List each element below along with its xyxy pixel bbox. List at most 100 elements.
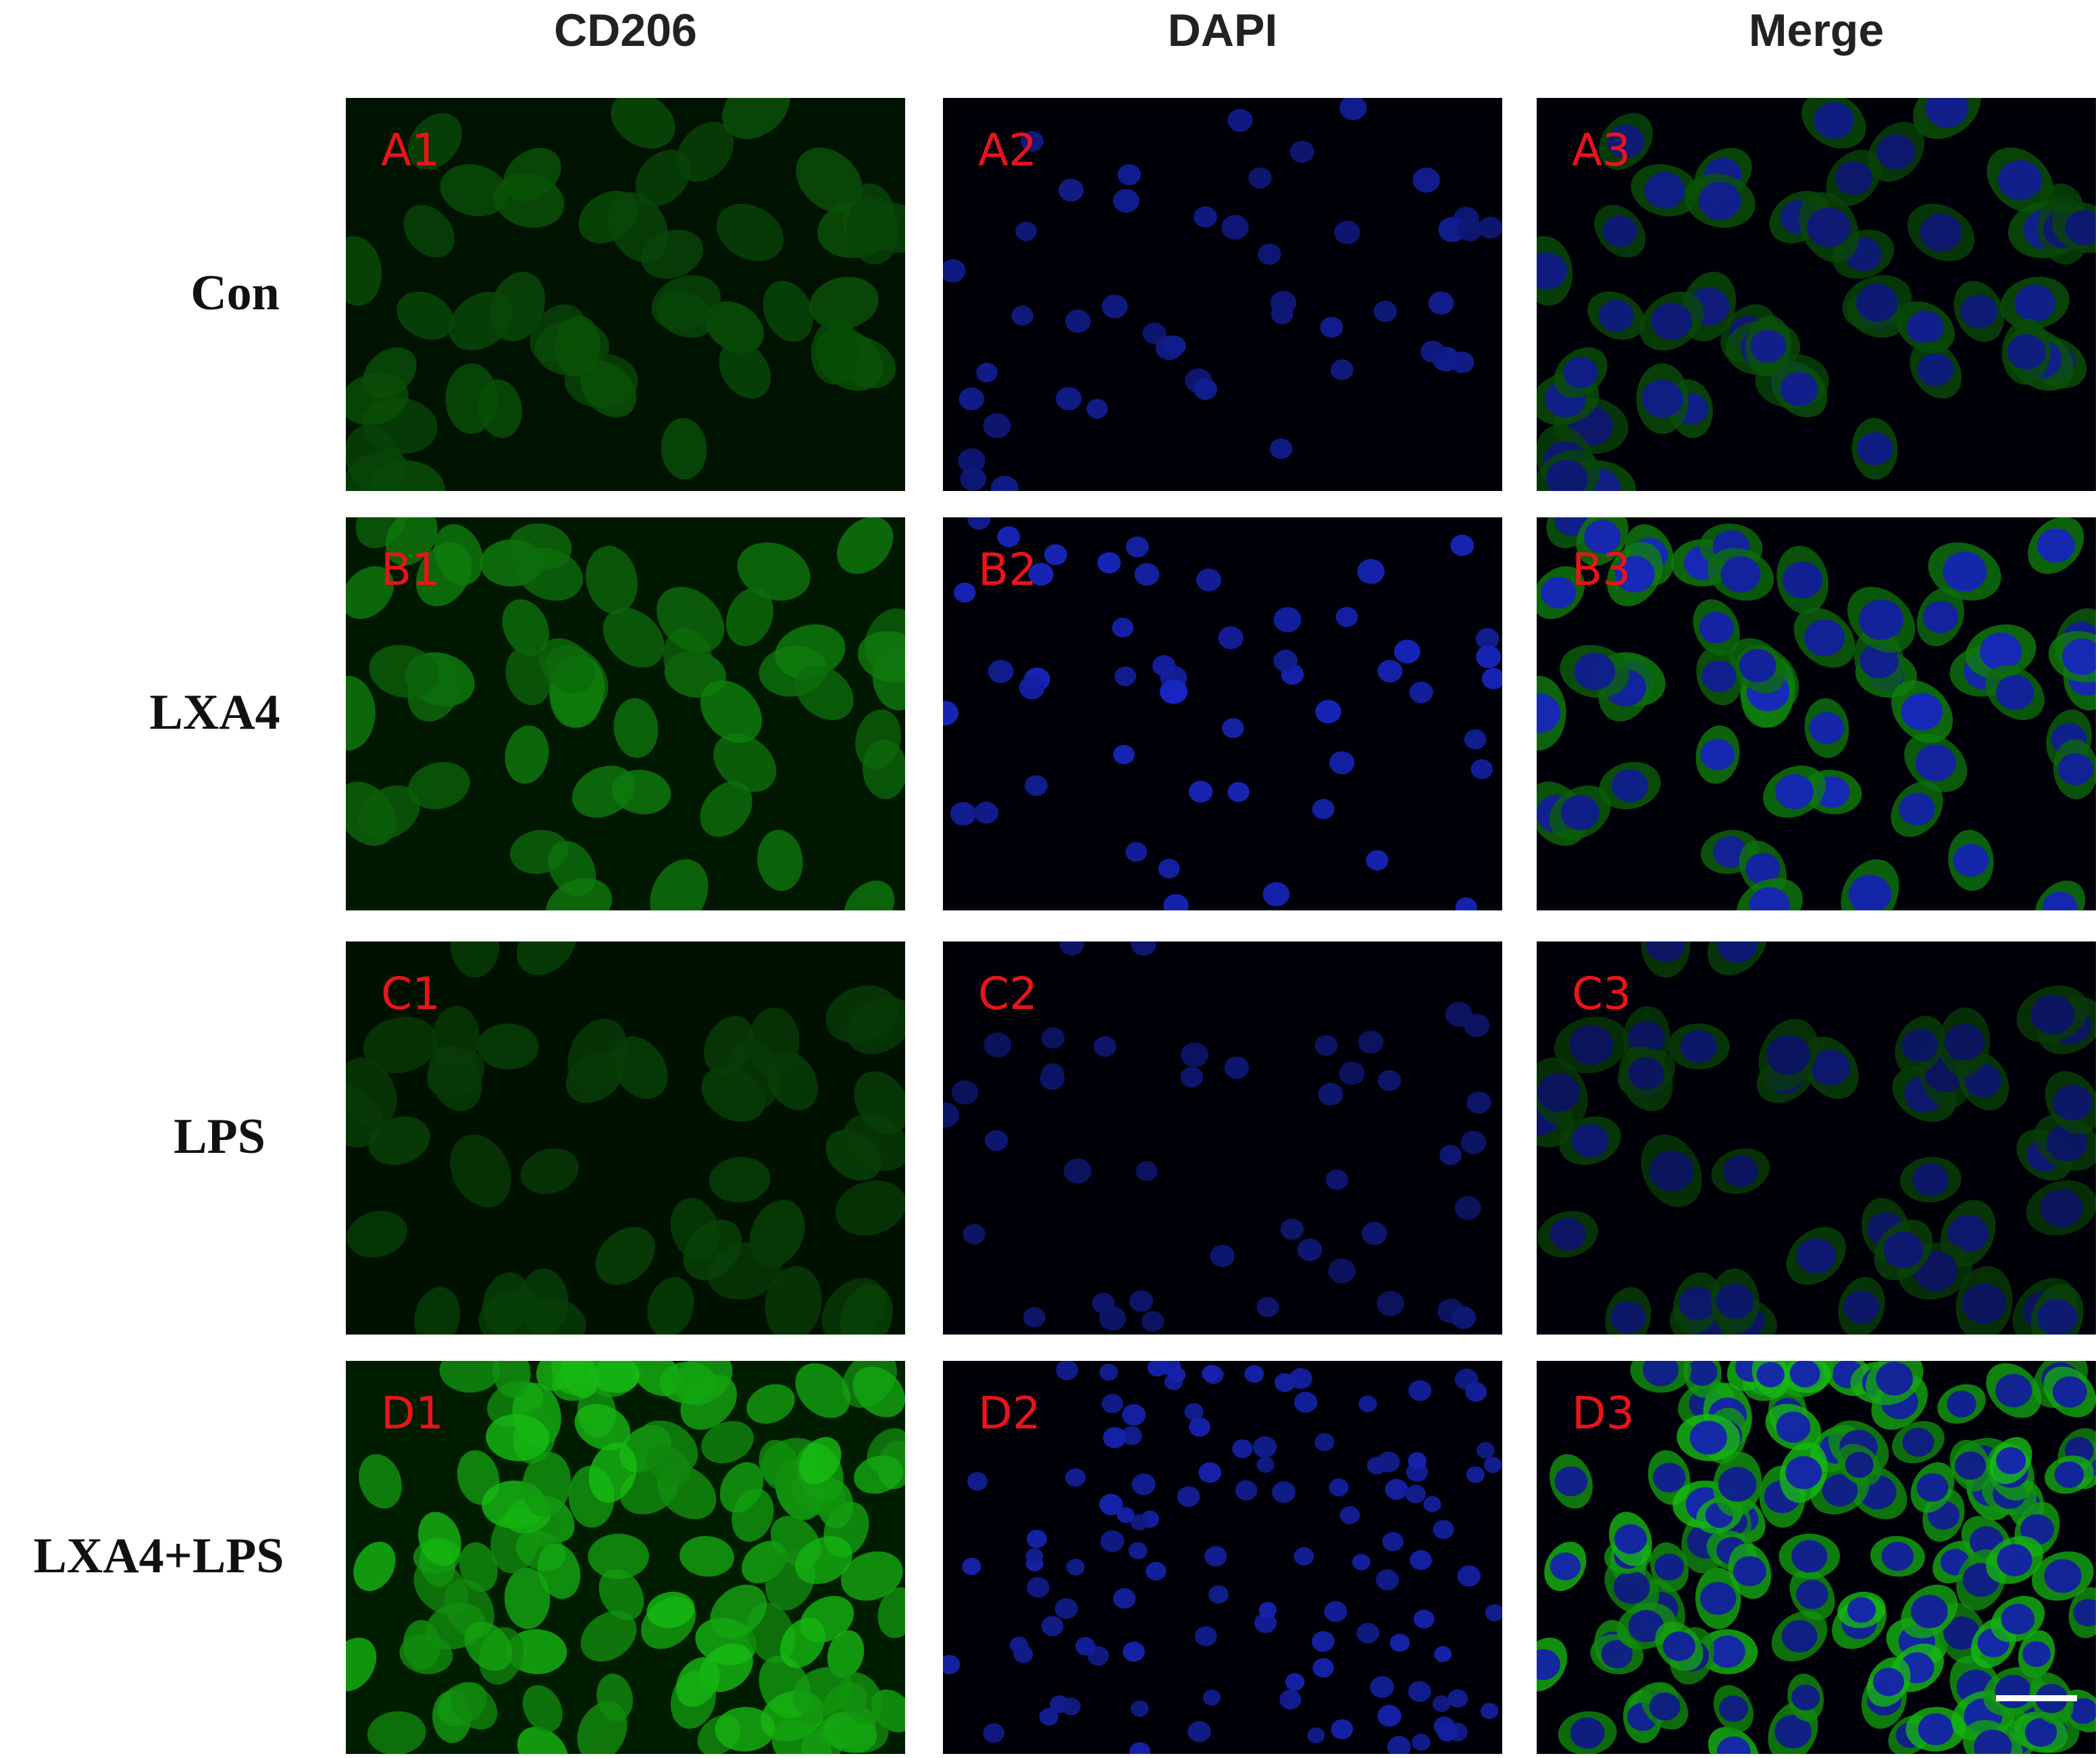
nucleus xyxy=(976,363,998,383)
nucleus xyxy=(1845,1451,1874,1478)
nucleus xyxy=(1962,1283,2007,1324)
nucleus xyxy=(1393,640,1420,664)
cell-body xyxy=(608,192,669,263)
panel-label: C2 xyxy=(978,968,1038,1020)
micrograph xyxy=(1537,517,2096,910)
nucleus xyxy=(1075,1636,1096,1656)
nucleus xyxy=(1315,700,1341,724)
cell-body xyxy=(572,765,636,818)
nucleus xyxy=(2062,638,2096,675)
nucleus xyxy=(1835,161,1872,195)
nucleus xyxy=(1187,1721,1211,1742)
panel-label: C1 xyxy=(381,968,440,1020)
nucleus xyxy=(1289,1368,1312,1389)
nucleus xyxy=(1294,1391,1318,1413)
nucleus xyxy=(1026,1577,1050,1598)
nucleus xyxy=(1680,1029,1717,1063)
nucleus xyxy=(1184,1403,1204,1420)
nucleus xyxy=(1563,357,1598,389)
nucleus xyxy=(1475,627,1500,650)
nucleus xyxy=(1129,1742,1151,1754)
cell-body xyxy=(748,1007,800,1077)
nucleus xyxy=(1130,1514,1148,1530)
nucleus xyxy=(1273,649,1298,672)
nucleus xyxy=(1901,1029,1939,1062)
nucleus xyxy=(1273,606,1302,633)
cell-body xyxy=(396,291,455,340)
cell-body xyxy=(482,1272,531,1335)
panel-label: A3 xyxy=(1572,124,1631,176)
cell-body xyxy=(502,599,549,656)
cell-body xyxy=(725,588,773,646)
nucleus xyxy=(1883,1231,1924,1268)
cell-body xyxy=(353,1541,396,1591)
nucleus xyxy=(1262,881,1290,907)
nucleus xyxy=(1439,1145,1462,1166)
nucleus xyxy=(1244,1365,1264,1383)
nucleus xyxy=(1357,559,1385,584)
nucleus xyxy=(1059,941,1084,956)
cell-body xyxy=(426,1049,485,1097)
nucleus xyxy=(1679,1286,1716,1320)
nucleus xyxy=(1019,676,1045,700)
cell-body xyxy=(347,1210,408,1258)
nucleus xyxy=(1629,1057,1664,1089)
nucleus xyxy=(1995,1674,2032,1709)
nucleus xyxy=(1856,284,1898,322)
nucleus xyxy=(1796,1580,1828,1609)
cell-body xyxy=(825,985,898,1043)
nucleus xyxy=(1335,606,1358,627)
nucleus xyxy=(1791,1684,1820,1711)
nucleus xyxy=(1756,1362,1785,1388)
column-header: CD206 xyxy=(554,5,697,56)
nucleus xyxy=(1644,172,1685,209)
cell-body xyxy=(369,644,438,698)
nucleus xyxy=(1911,1595,1948,1628)
cell-body xyxy=(709,1157,771,1203)
nucleus xyxy=(1947,1390,1976,1418)
nucleus xyxy=(1025,775,1048,796)
nucleus xyxy=(1902,1427,1935,1457)
cell-body xyxy=(580,1611,637,1662)
cell-body xyxy=(418,1511,461,1566)
cell-body xyxy=(595,1226,655,1285)
nucleus xyxy=(1339,98,1367,120)
micrograph xyxy=(346,1361,905,1754)
nucleus xyxy=(1822,1474,1858,1507)
nucleus xyxy=(1641,380,1683,418)
nucleus xyxy=(1451,1305,1477,1329)
nucleus xyxy=(1198,1462,1222,1483)
nucleus xyxy=(1550,1218,1586,1251)
nucleus xyxy=(1366,1456,1387,1475)
cell-body xyxy=(520,1148,580,1194)
nucleus xyxy=(1188,781,1213,803)
nucleus xyxy=(1134,563,1160,586)
nucleus xyxy=(1358,1395,1377,1413)
nucleus xyxy=(1776,1411,1811,1443)
nucleus xyxy=(2037,1299,2078,1335)
cell-body xyxy=(346,566,394,619)
nucleus xyxy=(1925,98,1969,128)
nucleus xyxy=(1413,1609,1435,1629)
cell-body xyxy=(763,280,813,342)
nucleus xyxy=(1086,398,1108,419)
nucleus xyxy=(1318,1083,1343,1106)
nucleus xyxy=(1285,1673,1305,1691)
nucleus xyxy=(1128,1542,1148,1559)
nucleus xyxy=(1646,941,1685,962)
cell-body xyxy=(674,1361,733,1405)
nucleus xyxy=(1912,1163,1949,1197)
cell-body xyxy=(795,1536,852,1584)
cell-body xyxy=(746,1384,795,1424)
cell-body xyxy=(611,98,675,149)
cell-body xyxy=(710,1584,767,1638)
nucleus xyxy=(1146,1561,1167,1581)
nucleus xyxy=(1774,1715,1812,1749)
nucleus xyxy=(1370,1676,1394,1699)
cell-body xyxy=(722,98,790,139)
nucleus xyxy=(1356,1622,1380,1644)
nucleus xyxy=(1571,1124,1609,1158)
micrograph xyxy=(943,98,1502,491)
nucleus xyxy=(1129,1290,1154,1312)
